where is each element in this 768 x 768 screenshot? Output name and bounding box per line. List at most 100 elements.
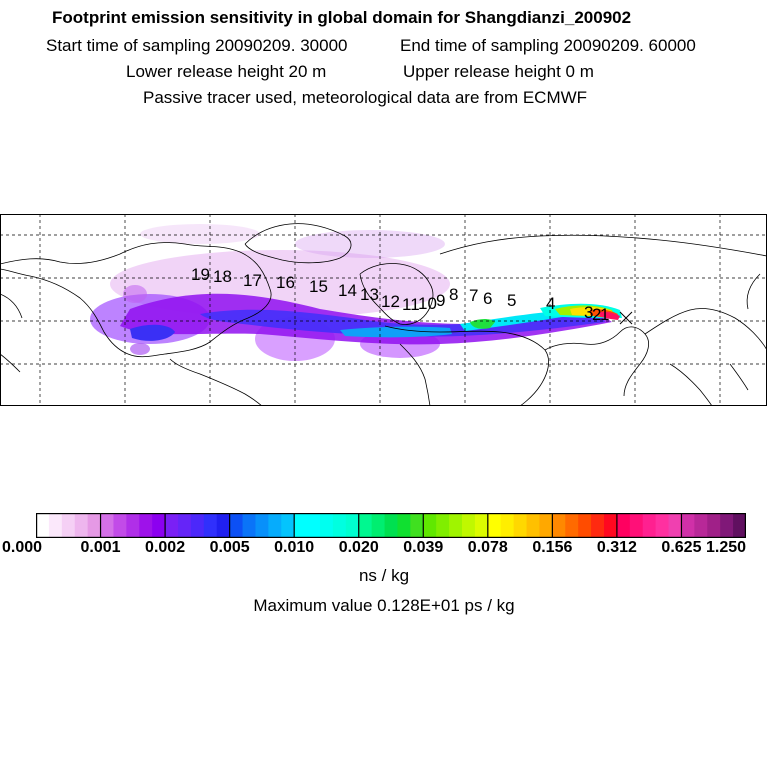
- colorbar-swatch: [100, 513, 114, 538]
- trajectory-label: 8: [449, 285, 458, 304]
- map-gridlines: [0, 214, 767, 406]
- trajectory-label: 15: [309, 277, 328, 296]
- colorbar-swatch: [552, 513, 566, 538]
- trajectory-label: 12: [381, 292, 400, 311]
- colorbar-swatch: [668, 513, 682, 538]
- colorbar-frame: [36, 513, 746, 538]
- colorbar-swatch: [449, 513, 463, 538]
- colorbar-swatch: [190, 513, 205, 538]
- colorbar-tick-label: 1.250: [705, 539, 747, 556]
- colorbar-swatch: [345, 513, 360, 538]
- colorbar-swatch: [307, 513, 321, 538]
- colorbar-swatch: [474, 513, 489, 538]
- colorbar-swatch: [436, 513, 450, 538]
- colorbar-swatch: [152, 513, 166, 538]
- trajectory-label: 17: [243, 271, 262, 290]
- upper-release-label: Upper release height 0 m: [403, 62, 594, 81]
- trajectory-label: 3: [584, 303, 593, 322]
- colorbar-swatch: [74, 513, 89, 538]
- colorbar-swatch: [48, 513, 63, 538]
- colorbar-swatch: [694, 513, 708, 538]
- colorbar-swatch: [294, 513, 308, 538]
- colorbar: [36, 513, 746, 538]
- colorbar-swatch: [733, 513, 746, 538]
- colorbar-tick-label: 0.312: [596, 539, 637, 556]
- colorbar-swatch: [178, 513, 192, 538]
- map-frame: [0, 214, 767, 406]
- colorbar-swatch: [565, 513, 579, 538]
- colorbar-swatch: [281, 513, 295, 538]
- colorbar-tick-label: 0.000: [1, 539, 43, 556]
- trajectory-label: 16: [276, 273, 295, 292]
- trajectory-label: 4: [546, 294, 555, 313]
- colorbar-tick-label: 0.078: [467, 539, 508, 556]
- colorbar-unit: ns / kg: [358, 566, 410, 585]
- plot-title: Footprint emission sensitivity in global…: [52, 8, 632, 27]
- trajectory-label: 13: [360, 285, 379, 304]
- footprint-map: 1 2 3 4 5 6 7 8 9 10 11 12 13 14 15 16 1…: [0, 214, 767, 406]
- trajectory-labels: 1 2 3 4 5 6 7 8 9 10 11 12 13 14 15 16 1…: [191, 265, 609, 324]
- lower-release-label: Lower release height 20 m: [126, 62, 327, 81]
- colorbar-swatch: [332, 513, 347, 538]
- trajectory-label: 19: [191, 265, 210, 284]
- colorbar-tick-label: 0.010: [274, 539, 315, 556]
- colorbar-tick-label: 0.005: [209, 539, 250, 556]
- colorbar-swatch: [616, 513, 631, 538]
- colorbar-swatch: [268, 513, 282, 538]
- colorbar-swatch: [397, 513, 411, 538]
- colorbar-swatch: [578, 513, 592, 538]
- colorbar-swatch: [61, 513, 76, 538]
- trajectory-label: 11: [402, 295, 420, 314]
- tracer-note: Passive tracer used, meteorological data…: [143, 88, 588, 107]
- trajectory-label: 18: [213, 267, 232, 286]
- colorbar-swatch: [358, 513, 373, 538]
- trajectory-label: 1: [600, 305, 609, 324]
- maximum-value: Maximum value 0.128E+01 ps / kg: [253, 596, 515, 615]
- trajectory-label: 5: [507, 291, 516, 310]
- colorbar-tick-label: 0.002: [145, 539, 186, 556]
- colorbar-swatch: [629, 513, 644, 538]
- colorbar-swatch: [113, 513, 127, 538]
- colorbar-swatch: [36, 513, 50, 538]
- colorbar-tick-label: 0.625: [661, 539, 702, 556]
- colorbar-swatch: [681, 513, 695, 538]
- colorbar-tick-label: 0.001: [80, 539, 121, 556]
- colorbar-swatch: [87, 513, 102, 538]
- colorbar-swatch: [320, 513, 334, 538]
- colorbar-swatch: [216, 513, 231, 538]
- end-time-label: End time of sampling 20090209. 60000: [400, 36, 696, 55]
- colorbar-swatch: [384, 513, 398, 538]
- colorbar-swatch: [539, 513, 553, 538]
- colorbar-tick-label: 0.156: [532, 539, 573, 556]
- colorbar-swatch: [255, 513, 269, 538]
- colorbar-swatch: [165, 513, 179, 538]
- colorbar-swatch: [229, 513, 244, 538]
- colorbar-swatch: [462, 513, 476, 538]
- coastlines: [0, 223, 767, 406]
- receptor-marker: [619, 311, 633, 325]
- colorbar-swatch: [500, 513, 515, 538]
- colorbar-swatch: [604, 513, 618, 538]
- colorbar-swatch: [642, 513, 657, 538]
- trajectory-label: 6: [483, 289, 492, 308]
- trajectory-label: 9: [436, 291, 445, 310]
- colorbar-swatch: [423, 513, 437, 538]
- colorbar-swatch: [655, 513, 670, 538]
- colorbar-swatch: [591, 513, 605, 538]
- colorbar-tick-label: 0.039: [403, 539, 444, 556]
- colorbar-swatch: [487, 513, 502, 538]
- colorbar-swatch: [410, 513, 424, 538]
- trajectory-label: 10: [418, 294, 437, 313]
- colorbar-swatch: [203, 513, 218, 538]
- colorbar-swatch: [513, 513, 528, 538]
- start-time-label: Start time of sampling 20090209. 30000: [46, 36, 348, 55]
- colorbar-swatch: [720, 513, 734, 538]
- colorbar-tick-label: 0.020: [338, 539, 379, 556]
- trajectory-label: 7: [469, 286, 478, 305]
- colorbar-swatch: [526, 513, 540, 538]
- colorbar-swatch: [707, 513, 721, 538]
- trajectory-label: 2: [592, 305, 601, 324]
- colorbar-swatch: [126, 513, 140, 538]
- colorbar-swatch: [371, 513, 386, 538]
- colorbar-swatch: [139, 513, 153, 538]
